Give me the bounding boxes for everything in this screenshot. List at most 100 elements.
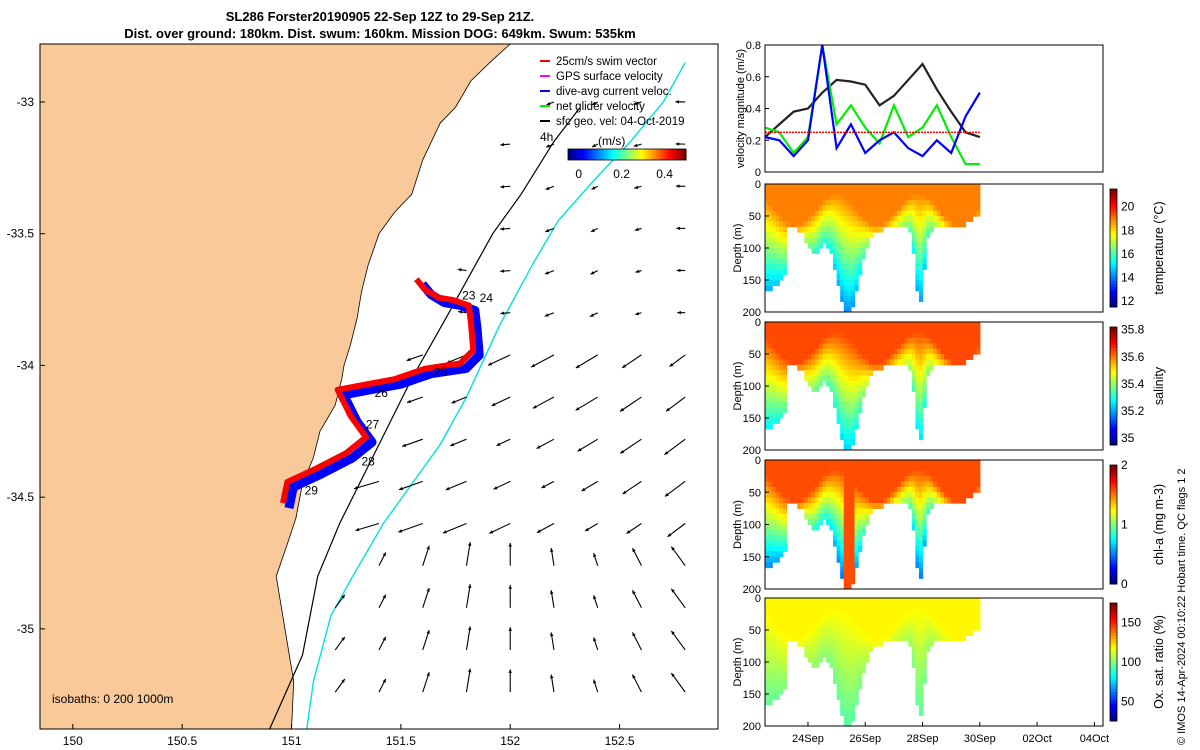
section-cell bbox=[965, 486, 970, 493]
temperature-colorbar-cell bbox=[1110, 215, 1117, 219]
section-cell bbox=[825, 519, 831, 526]
section-cell bbox=[840, 396, 845, 403]
section-cell bbox=[918, 635, 924, 642]
section-cell bbox=[833, 338, 838, 344]
section-cell bbox=[972, 460, 977, 466]
section-cell bbox=[954, 608, 959, 615]
section-cell bbox=[843, 439, 848, 446]
geo-vel-arrowhead bbox=[398, 529, 403, 533]
colorbar-cell bbox=[595, 149, 598, 160]
section-cell bbox=[847, 354, 852, 360]
section-cell bbox=[790, 635, 795, 642]
section-cell bbox=[883, 189, 888, 196]
section-cell bbox=[800, 332, 805, 339]
section-cell bbox=[768, 274, 773, 281]
section-cell bbox=[897, 619, 902, 626]
section-cell bbox=[850, 699, 856, 706]
section-cell bbox=[850, 423, 856, 430]
geo-vel-arrowhead bbox=[508, 627, 512, 631]
section-cell bbox=[811, 662, 816, 668]
section-cell bbox=[818, 508, 823, 515]
section-cell bbox=[868, 598, 874, 604]
oxygen-colorbar-frame bbox=[1109, 602, 1118, 722]
section-cell bbox=[779, 343, 784, 350]
section-cell bbox=[800, 221, 805, 228]
temperature-colorbar-cell bbox=[1110, 253, 1117, 258]
section-cell bbox=[915, 694, 920, 700]
geo-vel-arrowhead bbox=[406, 357, 411, 362]
section-cell bbox=[843, 476, 848, 483]
section-cell bbox=[768, 619, 773, 626]
section-cell bbox=[836, 370, 841, 376]
section-cell bbox=[829, 375, 834, 382]
section-cell bbox=[843, 380, 848, 387]
section-cell bbox=[929, 327, 934, 334]
section-cell bbox=[922, 343, 927, 350]
section-cell bbox=[840, 226, 845, 233]
section-cell bbox=[883, 486, 888, 493]
section-cell bbox=[922, 524, 927, 531]
section-cell bbox=[779, 210, 784, 217]
section-cell bbox=[768, 556, 773, 563]
depth-tick-label: 100 bbox=[743, 243, 761, 255]
salinity-colorbar-cell bbox=[1110, 374, 1117, 378]
section-cell bbox=[768, 391, 773, 398]
section-cell bbox=[893, 189, 899, 196]
section-cell bbox=[969, 476, 974, 483]
section-cell bbox=[811, 364, 816, 371]
section-cell bbox=[915, 683, 920, 690]
section-cell bbox=[843, 465, 848, 472]
section-cell bbox=[915, 354, 920, 360]
section-cell bbox=[969, 205, 974, 212]
map-y-tick-label: -33.5 bbox=[7, 227, 35, 241]
section-cell bbox=[782, 481, 788, 488]
section-cell bbox=[840, 280, 845, 286]
section-cell bbox=[850, 248, 856, 254]
salinity-colorbar-tick-label: 35.2 bbox=[1121, 404, 1145, 418]
section-cell bbox=[922, 460, 927, 466]
section-cell bbox=[915, 503, 920, 509]
section-cell bbox=[926, 470, 931, 477]
section-cell bbox=[858, 497, 863, 504]
section-cell bbox=[872, 465, 877, 472]
section-cell bbox=[847, 497, 852, 504]
section-cell bbox=[972, 332, 977, 339]
section-cell bbox=[775, 608, 780, 615]
geo-vel-arrowhead bbox=[426, 672, 430, 677]
section-cell bbox=[947, 343, 952, 350]
section-cell bbox=[929, 614, 934, 620]
section-cell bbox=[868, 619, 874, 626]
section-cell bbox=[976, 210, 981, 217]
section-cell bbox=[850, 624, 856, 631]
section-cell bbox=[972, 322, 977, 328]
section-cell bbox=[904, 216, 909, 222]
section-cell bbox=[858, 465, 863, 472]
section-cell bbox=[893, 338, 899, 344]
section-cell bbox=[904, 598, 909, 604]
section-cell bbox=[911, 380, 916, 387]
section-cell bbox=[926, 322, 931, 328]
section-cell bbox=[786, 470, 791, 477]
salinity-colorbar-cell bbox=[1110, 327, 1117, 331]
section-cell bbox=[944, 598, 949, 604]
section-cell bbox=[797, 486, 802, 493]
section-cell bbox=[807, 635, 813, 642]
section-cell bbox=[772, 519, 777, 526]
geo-vel-arrow bbox=[575, 396, 598, 411]
section-cell bbox=[947, 338, 952, 344]
temperature-section bbox=[765, 184, 981, 312]
section-cell bbox=[822, 221, 827, 228]
section-cell bbox=[779, 519, 784, 526]
section-cell bbox=[918, 662, 924, 668]
section-cell bbox=[886, 481, 891, 488]
section-cell bbox=[904, 465, 909, 472]
section-cell bbox=[765, 492, 770, 499]
section-cell bbox=[768, 476, 773, 483]
section-cell bbox=[825, 486, 831, 493]
section-cell bbox=[850, 640, 856, 647]
section-cell bbox=[850, 572, 856, 579]
section-cell bbox=[929, 354, 934, 360]
section-cell bbox=[772, 386, 777, 392]
section-cell bbox=[915, 640, 920, 647]
salinity-colorbar-cell bbox=[1110, 335, 1117, 340]
